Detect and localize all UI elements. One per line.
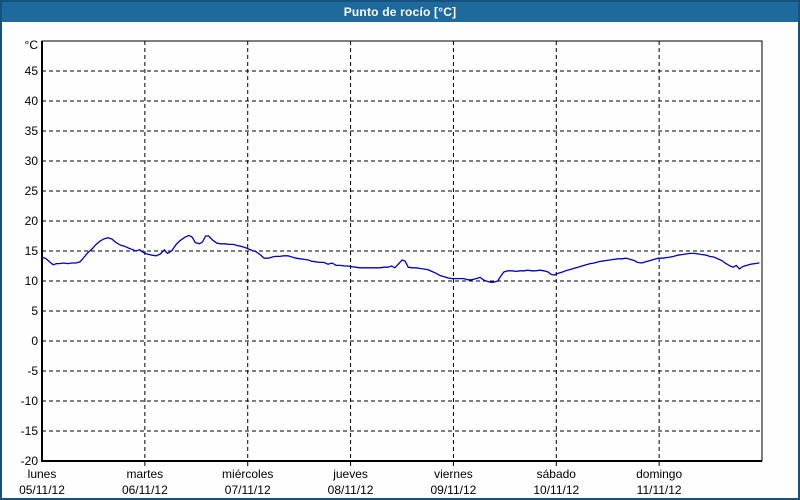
y-axis-label: 35: [25, 124, 39, 138]
y-axis-label: 10: [25, 274, 39, 288]
y-axis-label: 15: [25, 244, 39, 258]
y-axis-label: -15: [21, 424, 39, 438]
y-axis-label: 40: [25, 94, 39, 108]
x-axis-weekday-label: miércoles: [222, 467, 273, 481]
chart-area: 45 40 35 30 25 20 15 10 5 0 -5 -10 -15 -20 °C lunes 05/1…: [2, 22, 798, 498]
x-axis-weekday-label: jueves: [332, 467, 368, 481]
x-axis-date-label: 09/11/12: [431, 483, 477, 497]
x-axis-weekday-label: viernes: [434, 467, 473, 481]
y-axis-label: 0: [31, 334, 38, 348]
x-axis-date-label: 11/11/12: [637, 483, 682, 497]
x-axis-date-label: 10/11/12: [533, 483, 579, 497]
y-axis-label: -10: [21, 394, 39, 408]
y-axis-label: 5: [31, 304, 38, 318]
y-axis-label: -20: [21, 454, 39, 468]
dewpoint-chart: 45 40 35 30 25 20 15 10 5 0 -5 -10 -15 -20 °C lunes 05/1…: [19, 38, 763, 497]
x-axis-weekday-label: martes: [127, 467, 164, 481]
title-bar: Punto de rocío [°C]: [2, 2, 798, 22]
x-axis-date-label: 06/11/12: [122, 483, 168, 497]
y-axis-label: 30: [25, 154, 39, 168]
y-axis-label: 20: [25, 214, 39, 228]
x-axis-weekday-label: domingo: [636, 467, 682, 481]
x-axis-date-label: 05/11/12: [19, 483, 65, 497]
y-axis-unit-label: °C: [25, 38, 39, 52]
x-axis-date-label: 07/11/12: [225, 483, 271, 497]
x-axis-weekday-label: lunes: [28, 467, 57, 481]
y-axis-label: 45: [25, 64, 39, 78]
chart-title: Punto de rocío [°C]: [343, 5, 457, 19]
x-axis-weekday-label: sábado: [537, 467, 577, 481]
axis-lines: [41, 41, 762, 462]
dewpoint-line: [41, 234, 760, 283]
y-axis-label: 25: [25, 184, 39, 198]
x-axis-date-label: 08/11/12: [328, 483, 374, 497]
y-axis-label: -5: [27, 364, 38, 378]
